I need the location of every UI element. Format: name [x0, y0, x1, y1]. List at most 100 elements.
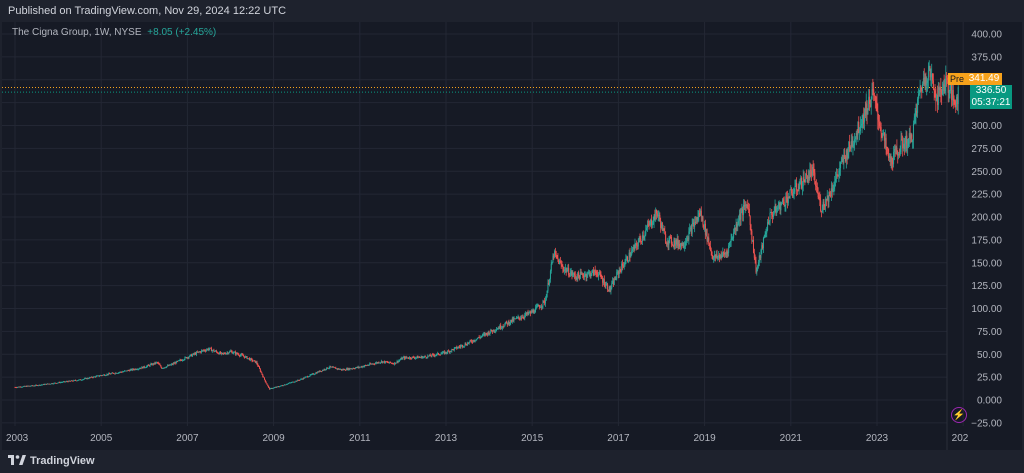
candle-body: [201, 350, 203, 352]
candle-body: [453, 348, 455, 351]
candle-body: [480, 336, 482, 338]
candle-body: [15, 387, 17, 388]
candle-body: [723, 252, 725, 255]
candle-body: [60, 382, 62, 384]
candle-body: [308, 376, 310, 377]
candle-body: [64, 381, 66, 383]
candle-body: [561, 265, 563, 267]
candle-body: [920, 86, 922, 90]
chart-area[interactable]: 400.00375.00350.00325.00300.00275.00250.…: [2, 22, 1022, 450]
candle-body: [774, 205, 776, 212]
candle-body: [676, 238, 678, 245]
candle-body: [433, 354, 435, 356]
candle-body: [755, 260, 757, 273]
candle-body: [922, 83, 924, 92]
candle-body: [104, 375, 106, 377]
candle-body: [36, 385, 38, 386]
tradingview-logo[interactable]: TradingView: [8, 455, 95, 467]
candle-body: [234, 351, 236, 355]
symbol-legend[interactable]: The Cigna Group, 1W, NYSE +8.05 (+2.45%): [12, 27, 216, 38]
candle-body: [588, 272, 590, 274]
candle-body: [718, 255, 720, 257]
candle-body: [142, 366, 144, 369]
candle-body: [828, 192, 830, 202]
candle-body: [118, 372, 120, 374]
candle-body: [685, 241, 687, 243]
candle-body: [869, 103, 871, 107]
candle-body: [867, 109, 869, 115]
candle-body: [778, 202, 780, 208]
candle-body: [300, 378, 302, 380]
y-tick-label: 250.00: [971, 167, 1002, 178]
candle-body: [874, 95, 876, 101]
candle-body: [380, 362, 382, 364]
candle-body: [627, 256, 629, 262]
candle-body: [551, 262, 553, 264]
candle-body: [923, 78, 925, 85]
candle-body: [559, 260, 561, 265]
candle-body: [66, 381, 68, 383]
candle-body: [577, 272, 579, 280]
candle-body: [252, 360, 254, 362]
candle-body: [818, 197, 820, 198]
candle-body: [475, 340, 477, 342]
candle-body: [845, 150, 847, 162]
x-tick-label: 2021: [780, 433, 803, 444]
candle-body: [932, 80, 934, 89]
price-chart[interactable]: 400.00375.00350.00325.00300.00275.00250.…: [2, 22, 1022, 450]
candle-body: [50, 383, 52, 385]
candle-body: [907, 146, 909, 149]
candle-body: [156, 362, 158, 364]
candle-body: [120, 371, 122, 373]
candle-body: [910, 134, 912, 139]
candle-body: [224, 353, 226, 354]
candle-body: [375, 363, 377, 365]
candle-body: [825, 198, 827, 201]
candle-body: [868, 96, 870, 110]
candle-body: [462, 345, 464, 347]
candle-body: [593, 269, 595, 276]
candle-body: [694, 221, 696, 227]
candle-body: [452, 349, 454, 350]
candle-body: [376, 362, 378, 364]
candle-body: [890, 156, 892, 162]
candle-body: [82, 379, 84, 381]
candle-body: [108, 373, 110, 375]
candle-body: [388, 362, 390, 364]
candle-body: [370, 363, 372, 365]
candle-body: [810, 169, 812, 171]
candle-body: [397, 361, 399, 363]
candle-body: [708, 237, 710, 244]
candle-body: [78, 379, 80, 381]
candle-body: [798, 186, 800, 191]
candle-body: [399, 359, 401, 361]
candle-body: [262, 374, 264, 377]
candle-body: [269, 388, 271, 390]
candle-body: [93, 376, 95, 378]
candle-body: [231, 351, 233, 354]
candle-body: [387, 361, 389, 363]
candle-body: [159, 364, 161, 366]
candle-body: [830, 188, 832, 196]
candle-body: [924, 77, 926, 85]
candle-body: [305, 376, 307, 378]
candle-body: [170, 364, 172, 366]
lightning-icon[interactable]: ⚡: [951, 407, 967, 423]
candle-body: [629, 252, 631, 258]
candle-body: [592, 269, 594, 271]
candle-body: [734, 227, 736, 230]
candle-body: [180, 359, 182, 361]
candle-body: [55, 383, 57, 384]
candle-body: [880, 127, 882, 134]
candle-body: [192, 353, 194, 355]
candle-body: [609, 286, 611, 291]
candle-body: [304, 377, 306, 379]
candle-body: [250, 358, 252, 360]
candle-body: [904, 143, 906, 150]
candle-body: [631, 250, 633, 256]
candle-body: [357, 366, 359, 368]
candle-body: [486, 333, 488, 335]
candle-body: [408, 358, 410, 360]
candle-body: [712, 255, 714, 260]
candle-body: [749, 216, 751, 225]
